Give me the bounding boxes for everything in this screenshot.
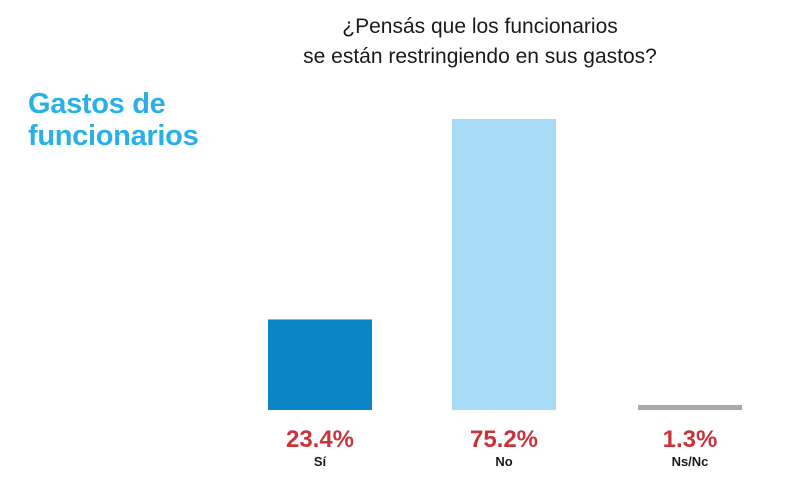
bar-2 bbox=[638, 404, 742, 410]
section-title-line-1: Gastos de bbox=[28, 88, 166, 120]
value-label-0: 23.4% bbox=[286, 426, 354, 453]
section-title-line-2: funcionarios bbox=[28, 120, 199, 152]
chart-title-line-2: se están restringiendo en sus gastos? bbox=[303, 45, 657, 68]
category-label-0: Sí bbox=[314, 454, 327, 469]
chart-title: ¿Pensás que los funcionarios se están re… bbox=[230, 12, 730, 72]
bar-1 bbox=[452, 118, 556, 410]
section-title: Gastos de funcionarios bbox=[28, 88, 199, 152]
value-label-2: 1.3% bbox=[663, 426, 718, 453]
chart-title-line-1: ¿Pensás que los funcionarios bbox=[342, 15, 618, 38]
bar-0 bbox=[268, 319, 372, 410]
value-label-1: 75.2% bbox=[470, 426, 538, 453]
category-label-2: Ns/Nc bbox=[672, 454, 709, 469]
category-label-1: No bbox=[495, 454, 512, 469]
